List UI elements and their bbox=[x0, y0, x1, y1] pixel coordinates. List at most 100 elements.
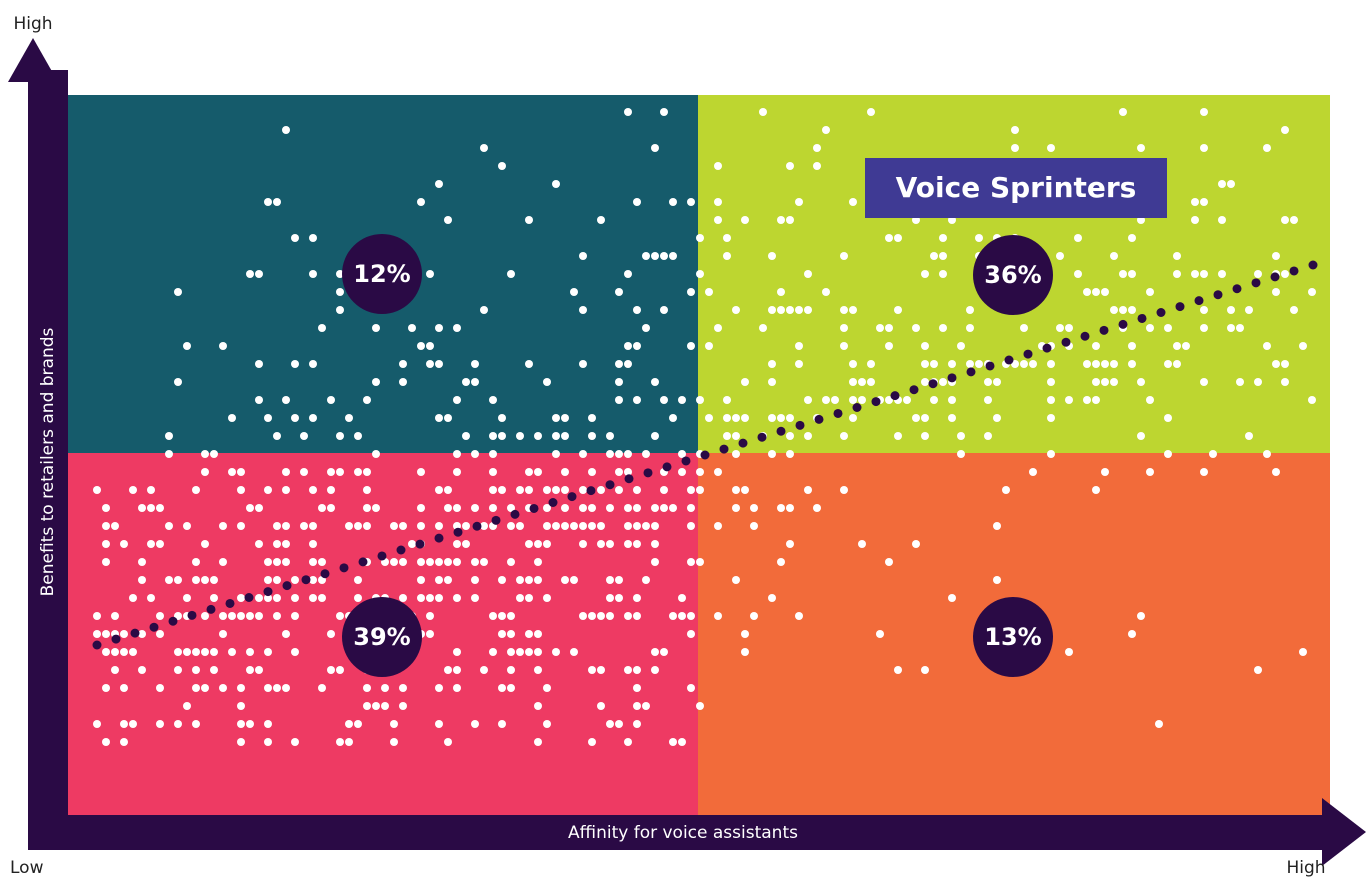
dot bbox=[507, 630, 515, 638]
dot bbox=[192, 648, 200, 656]
dot bbox=[687, 684, 695, 692]
dot bbox=[93, 486, 101, 494]
dot bbox=[543, 486, 551, 494]
dot bbox=[444, 486, 452, 494]
dot bbox=[840, 306, 848, 314]
dot bbox=[354, 522, 362, 530]
dot bbox=[399, 594, 407, 602]
dot bbox=[102, 738, 110, 746]
dot bbox=[561, 576, 569, 584]
dot bbox=[597, 522, 605, 530]
dot bbox=[1011, 126, 1019, 134]
dot bbox=[210, 576, 218, 584]
dot bbox=[921, 666, 929, 674]
dot bbox=[597, 612, 605, 620]
dot bbox=[1227, 324, 1235, 332]
dot bbox=[804, 432, 812, 440]
dot bbox=[732, 576, 740, 584]
dot bbox=[669, 252, 677, 260]
dot bbox=[849, 414, 857, 422]
dot bbox=[408, 540, 416, 548]
dot bbox=[777, 216, 785, 224]
dot bbox=[480, 522, 488, 530]
dot bbox=[174, 666, 182, 674]
dot bbox=[723, 252, 731, 260]
dot bbox=[561, 486, 569, 494]
dot bbox=[237, 594, 245, 602]
dot bbox=[624, 270, 632, 278]
dot bbox=[471, 576, 479, 584]
dot bbox=[930, 360, 938, 368]
trend-dot bbox=[1289, 266, 1299, 276]
dot bbox=[264, 684, 272, 692]
dot bbox=[273, 612, 281, 620]
dot bbox=[678, 396, 686, 404]
dot bbox=[975, 360, 983, 368]
dot bbox=[1173, 270, 1181, 278]
trend-dot bbox=[719, 444, 729, 454]
dot bbox=[417, 576, 425, 584]
dot bbox=[507, 666, 515, 674]
dot bbox=[1029, 360, 1037, 368]
dot bbox=[174, 576, 182, 584]
dot bbox=[894, 432, 902, 440]
dot bbox=[768, 360, 776, 368]
dot bbox=[354, 720, 362, 728]
dot bbox=[525, 630, 533, 638]
dot bbox=[1083, 288, 1091, 296]
dot bbox=[795, 198, 803, 206]
dot bbox=[516, 594, 524, 602]
trend-dot bbox=[890, 391, 900, 401]
dot bbox=[642, 252, 650, 260]
dot bbox=[768, 450, 776, 458]
trend-dot bbox=[1080, 331, 1090, 341]
dot bbox=[1047, 360, 1055, 368]
dot bbox=[669, 414, 677, 422]
dot bbox=[1155, 720, 1163, 728]
dot bbox=[498, 414, 506, 422]
dot bbox=[1083, 360, 1091, 368]
dot bbox=[282, 558, 290, 566]
dot bbox=[993, 576, 1001, 584]
dot bbox=[480, 144, 488, 152]
badge bbox=[973, 597, 1053, 677]
dot bbox=[1200, 144, 1208, 152]
dot bbox=[183, 594, 191, 602]
trend-dot bbox=[434, 533, 444, 543]
dot bbox=[516, 522, 524, 530]
dot bbox=[183, 522, 191, 530]
dot bbox=[921, 378, 929, 386]
dot bbox=[696, 234, 704, 242]
dot bbox=[489, 648, 497, 656]
dot bbox=[606, 594, 614, 602]
dot bbox=[552, 648, 560, 656]
trend-dot bbox=[1137, 313, 1147, 323]
dot bbox=[336, 738, 344, 746]
dot bbox=[399, 522, 407, 530]
dot bbox=[588, 468, 596, 476]
dot bbox=[543, 522, 551, 530]
dot bbox=[939, 324, 947, 332]
dot bbox=[156, 630, 164, 638]
dot bbox=[867, 108, 875, 116]
dot bbox=[876, 630, 884, 638]
dot bbox=[939, 234, 947, 242]
dot bbox=[138, 576, 146, 584]
dot bbox=[498, 432, 506, 440]
dot bbox=[1200, 108, 1208, 116]
dot bbox=[939, 378, 947, 386]
trend-dot bbox=[358, 557, 368, 567]
dot bbox=[1227, 306, 1235, 314]
dot bbox=[453, 540, 461, 548]
dot bbox=[894, 306, 902, 314]
trend-dot bbox=[206, 604, 216, 614]
dot bbox=[192, 558, 200, 566]
dot bbox=[768, 378, 776, 386]
dot bbox=[651, 144, 659, 152]
dot bbox=[291, 594, 299, 602]
dot bbox=[732, 432, 740, 440]
dot bbox=[498, 720, 506, 728]
dot bbox=[525, 216, 533, 224]
dot bbox=[579, 540, 587, 548]
dot bbox=[1281, 378, 1289, 386]
